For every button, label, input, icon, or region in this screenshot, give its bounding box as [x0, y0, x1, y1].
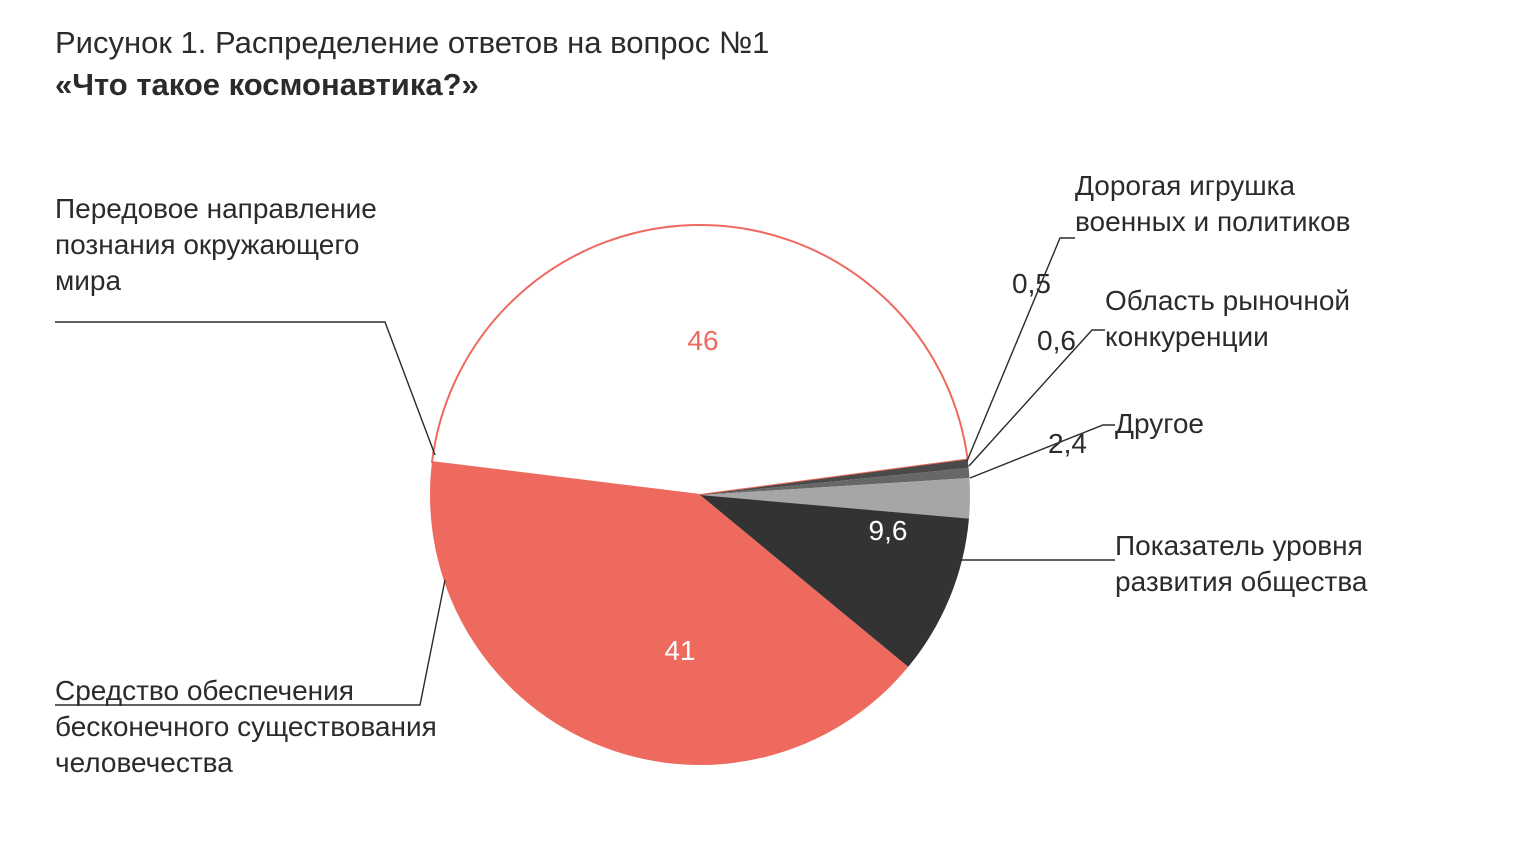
label-leading: Передовое направлениепознания окружающег…	[55, 193, 377, 296]
label-means: Средство обеспечениябесконечного существ…	[55, 675, 437, 778]
label-other: Другое	[1115, 408, 1204, 439]
value-leading: 46	[687, 325, 718, 356]
slice-leading	[432, 225, 968, 495]
value-market: 0,6	[1037, 325, 1076, 356]
value-other: 2,4	[1048, 428, 1087, 459]
label-market: Область рыночнойконкуренции	[1105, 285, 1350, 352]
pie-chart: 46 0,5 0,6 2,4 9,6 41 Передовое направлениепоз…	[0, 0, 1536, 858]
value-level: 9,6	[869, 515, 908, 546]
label-toy: Дорогая игрушкавоенных и политиков	[1075, 170, 1351, 237]
leader-leading	[55, 322, 435, 455]
label-level: Показатель уровняразвития общества	[1115, 530, 1368, 597]
leader-other	[970, 425, 1115, 478]
value-means: 41	[664, 635, 695, 666]
value-toy: 0,5	[1012, 268, 1051, 299]
